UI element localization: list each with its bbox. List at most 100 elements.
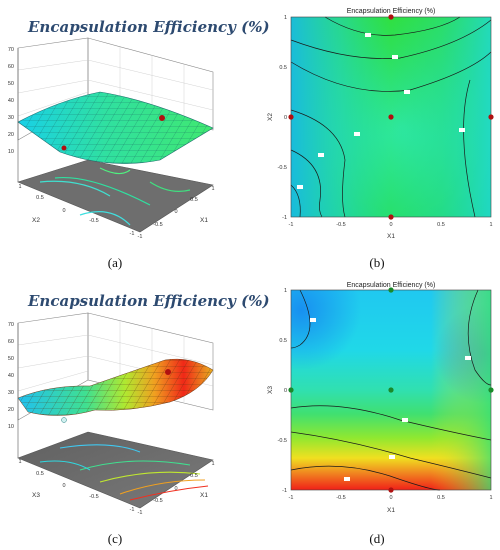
- panel-a-floor-contours: [39, 167, 191, 226]
- panel-c-z-ticks: 10 20 30 40 50 60 70: [8, 322, 14, 430]
- panel-c-x-tick: 1: [211, 461, 214, 467]
- panel-d-title: Encapsulation Efficiency (%): [347, 282, 436, 289]
- panel-a-ylabel: X2: [32, 217, 40, 224]
- panel-c-x-ticks: -1 -0.5 0 0.5 1: [138, 461, 215, 516]
- panel-b-x-ticks: -1 -0.5 0 0.5 1: [289, 222, 493, 228]
- panel-c-x-tick: 0.5: [190, 473, 198, 479]
- panel-d-x-tick: 0.5: [437, 495, 445, 501]
- panel-c-z-tick: 60: [8, 339, 14, 345]
- panel-d-y-tick: -1: [282, 488, 287, 494]
- panel-a-z-tick: 60: [8, 64, 14, 70]
- panel-b-y-ticks: -1 -0.5 0 0.5 1: [278, 15, 287, 221]
- panel-c-z-tick: 20: [8, 407, 14, 413]
- panel-b-title: Encapsulation Efficiency (%): [347, 8, 436, 15]
- panel-a-z-tick: 10: [8, 149, 14, 155]
- panel-a-y-tick: 0.5: [36, 195, 44, 201]
- panel-a-caption: (a): [108, 255, 122, 270]
- panel-a-surface-plot: Encapsulation Efficiency (%) 10 20 30: [8, 18, 270, 270]
- panel-d-x-tick: -1: [289, 495, 294, 501]
- design-point: [388, 487, 394, 493]
- panel-c-y-tick: 1: [18, 459, 21, 465]
- panel-a-floor: [17, 159, 214, 233]
- panel-c-y-tick: -0.5: [89, 494, 98, 500]
- panel-a-z-ticks: 10 20 30 40 50 60 70: [8, 47, 14, 155]
- panel-b-contour-labels: [297, 33, 465, 189]
- panel-a-z-tick: 50: [8, 81, 14, 87]
- panel-c-y-ticks: -1 -0.5 0 0.5 1: [18, 459, 134, 513]
- panel-d-y-tick: 1: [284, 288, 287, 294]
- panel-a-z-tick: 40: [8, 98, 14, 104]
- panel-d-design-points: [288, 287, 494, 493]
- panel-c-z-tick: 50: [8, 356, 14, 362]
- panel-c-floor-contours: [39, 444, 209, 501]
- panel-c-surface-plot: Encapsulation Efficiency (%) 10 20 30 4: [8, 292, 270, 546]
- panel-c-x-tick: -0.5: [153, 498, 162, 504]
- panel-c-title: Encapsulation Efficiency (%): [27, 292, 270, 310]
- panel-c-z-tick: 10: [8, 424, 14, 430]
- panel-d-y-ticks: -1 -0.5 0 0.5 1: [278, 288, 287, 494]
- panel-b-ylabel: X2: [267, 113, 274, 121]
- design-point: [388, 14, 394, 20]
- panel-a-y-tick: 0: [62, 208, 65, 214]
- panel-c-y-tick: 0: [62, 483, 65, 489]
- panel-a-x-tick: 0: [174, 209, 177, 215]
- panel-d-ylabel: X3: [267, 386, 274, 394]
- panel-c-floor: [17, 431, 214, 509]
- design-point: [388, 287, 394, 293]
- panel-b-contour-plot: Encapsulation Efficiency (%) -1 -0.5: [267, 8, 494, 270]
- panel-b-x-tick: 1: [489, 222, 492, 228]
- panel-a-xlabel: X1: [200, 217, 208, 224]
- panel-b-y-tick: -1: [282, 215, 287, 221]
- panel-d-y-tick: 0: [284, 388, 287, 394]
- panel-c-ylabel: X3: [32, 492, 40, 499]
- panel-b-x-tick: 0: [389, 222, 392, 228]
- panel-b-caption: (b): [369, 255, 384, 270]
- panel-c-design-point: [165, 369, 171, 375]
- panel-a-y-ticks: -1 -0.5 0 0.5 1: [18, 184, 134, 237]
- panel-a-design-point: [159, 115, 165, 121]
- panel-b-y-tick: -0.5: [278, 165, 287, 171]
- design-point: [488, 114, 494, 120]
- panel-a-surface-mesh: [18, 92, 213, 164]
- panel-c-z-tick: 40: [8, 373, 14, 379]
- panel-d-x-tick: -0.5: [336, 495, 345, 501]
- panel-c-x-tick: -1: [138, 510, 143, 516]
- design-point: [288, 387, 294, 393]
- panel-d-contour-labels: [310, 318, 471, 481]
- panel-d-caption: (d): [369, 531, 384, 546]
- panel-b-y-tick: 1: [284, 15, 287, 21]
- panel-a-title: Encapsulation Efficiency (%): [27, 18, 270, 36]
- panel-b-x-tick: 0.5: [437, 222, 445, 228]
- panel-d-y-tick: -0.5: [278, 438, 287, 444]
- panel-c-caption: (c): [108, 531, 122, 546]
- panel-c-x-tick: 0: [174, 486, 177, 492]
- panel-c-y-tick: -1: [130, 507, 135, 513]
- panel-c-surface-mesh: [18, 359, 213, 416]
- panel-a-z-tick: 70: [8, 47, 14, 53]
- panel-a-z-tick: 20: [8, 132, 14, 138]
- panel-d-y-tick: 0.5: [279, 338, 287, 344]
- panel-a-x-tick: 1: [211, 186, 214, 192]
- panel-a-y-tick: 1: [18, 184, 21, 190]
- panel-d-x-ticks: -1 -0.5 0 0.5 1: [289, 495, 493, 501]
- design-point: [388, 387, 394, 393]
- panel-d-xlabel: X1: [387, 507, 395, 514]
- panel-a-y-tick: -1: [130, 231, 135, 237]
- design-point: [388, 114, 394, 120]
- design-point: [288, 114, 294, 120]
- panel-a-x-tick: -1: [138, 234, 143, 240]
- panel-b-y-tick: 0.5: [279, 65, 287, 71]
- panel-a-x-tick: -0.5: [153, 222, 162, 228]
- panel-d-x-tick: 1: [489, 495, 492, 501]
- panel-b-x-tick: -1: [289, 222, 294, 228]
- design-point: [488, 387, 494, 393]
- panel-a-design-point: [61, 145, 67, 151]
- panel-a-wall-grid: [17, 47, 214, 122]
- panel-b-design-points: [288, 14, 494, 220]
- panel-d-contour-plot: Encapsulation Efficiency (%) -1 -0.5 0 0…: [267, 282, 494, 546]
- panel-c-xlabel: X1: [200, 492, 208, 499]
- panel-a-z-tick: 30: [8, 115, 14, 121]
- panel-a-x-tick: 0.5: [190, 197, 198, 203]
